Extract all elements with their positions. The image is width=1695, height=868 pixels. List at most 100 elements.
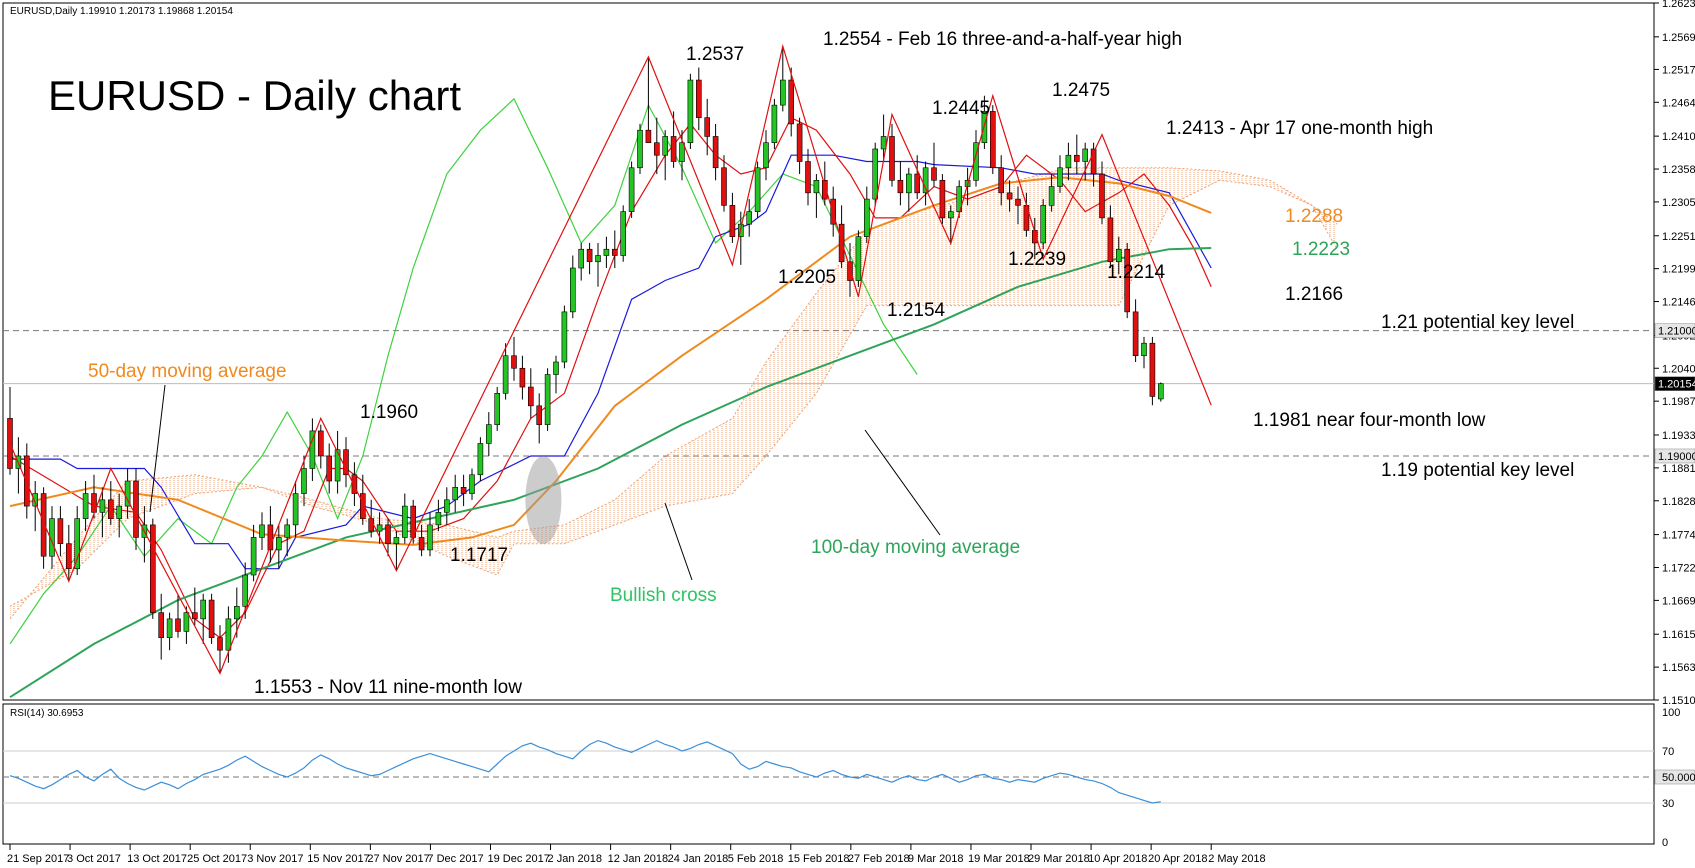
candle-body bbox=[1132, 311, 1139, 357]
candle-body bbox=[74, 518, 80, 570]
candle-body bbox=[192, 612, 198, 620]
chart-title: EURUSD - Daily chart bbox=[48, 72, 461, 119]
price-tick-label: 1.25170 bbox=[1662, 64, 1695, 76]
annotation-1-2413: 1.2413 - Apr 17 one-month high bbox=[1166, 118, 1433, 139]
rsi-level-tag bbox=[1654, 769, 1695, 785]
candle-body bbox=[259, 524, 265, 538]
annotation-1-2239: 1.2239 bbox=[1008, 249, 1066, 270]
candle-body bbox=[1015, 198, 1021, 206]
candle-body bbox=[704, 117, 711, 137]
date-tick-label: 3 Oct 2017 bbox=[67, 853, 121, 865]
annotation-ma50-label: 50-day moving average bbox=[88, 361, 287, 382]
rsi-tick-label: 100 bbox=[1662, 707, 1680, 719]
candle-body bbox=[847, 261, 853, 281]
candle-body bbox=[603, 248, 610, 256]
candle-body bbox=[611, 248, 618, 256]
rsi-panel-frame bbox=[2, 703, 1655, 845]
candle-body bbox=[359, 493, 366, 519]
price-tick-label: 1.23055 bbox=[1662, 197, 1695, 209]
annotation-1-2166: 1.2166 bbox=[1285, 284, 1343, 305]
candle-body bbox=[57, 518, 64, 544]
date-tick-label: 19 Dec 2017 bbox=[487, 853, 549, 865]
price-tick-label: 1.24105 bbox=[1662, 131, 1695, 143]
candle-body bbox=[989, 111, 996, 169]
annotation-1-1981: 1.1981 near four-month low bbox=[1253, 410, 1486, 431]
ma100-line bbox=[9, 247, 1212, 699]
candle-body bbox=[813, 180, 820, 194]
candle-body bbox=[150, 524, 156, 613]
candle-body bbox=[326, 455, 333, 482]
candle-body bbox=[234, 606, 240, 620]
swing-zigzag-line bbox=[9, 43, 1212, 675]
rsi-tick-label: 30 bbox=[1662, 798, 1674, 810]
candle-body bbox=[166, 618, 173, 638]
candle-body bbox=[922, 167, 929, 194]
candle-body bbox=[32, 493, 39, 507]
candle-body bbox=[158, 612, 164, 638]
price-tick-label: 1.19875 bbox=[1662, 396, 1695, 408]
annotation-1-2214: 1.2214 bbox=[1107, 262, 1166, 283]
date-tick-label: 19 Mar 2018 bbox=[968, 853, 1030, 865]
date-tick-label: 2 May 2018 bbox=[1208, 853, 1265, 865]
candle-body bbox=[939, 180, 946, 219]
candle-body bbox=[301, 468, 307, 494]
annotation-ma100-label: 100-day moving average bbox=[811, 537, 1020, 558]
candle-body bbox=[796, 123, 803, 162]
annotation-1-2554: 1.2554 - Feb 16 three-and-a-half-year hi… bbox=[823, 29, 1182, 50]
annotation-1-2475: 1.2475 bbox=[1052, 80, 1110, 101]
candle-body bbox=[1158, 383, 1164, 400]
candle-body bbox=[1124, 248, 1130, 313]
candle-body bbox=[578, 248, 585, 269]
date-axis: 21 Sep 20173 Oct 2017 13 Oct 2017 25 Oct 2… bbox=[7, 844, 1266, 865]
candle-body bbox=[1107, 217, 1114, 263]
candle-body bbox=[914, 173, 921, 194]
candle-body bbox=[721, 167, 727, 206]
candle-body bbox=[225, 618, 232, 651]
annotation-ma100-value: 1.2223 bbox=[1292, 239, 1350, 260]
candle-body bbox=[1090, 148, 1097, 175]
date-tick-label: 9 Mar 2018 bbox=[908, 853, 964, 865]
candle-body bbox=[66, 543, 72, 570]
price-tick-label: 1.18285 bbox=[1662, 496, 1695, 508]
candle-body bbox=[343, 449, 349, 476]
price-level-tag-label: 1.20154 bbox=[1658, 379, 1695, 391]
candle-body bbox=[855, 236, 862, 281]
date-tick-label: 21 Sep 2017 bbox=[7, 853, 69, 865]
candle-body bbox=[469, 474, 475, 494]
candle-body bbox=[544, 374, 551, 425]
ma50-pointer-line bbox=[149, 384, 166, 513]
candle-body bbox=[771, 104, 778, 144]
candle-body bbox=[351, 474, 358, 494]
annotation-bullish-cross: Bullish cross bbox=[610, 585, 717, 606]
date-tick-label: 24 Jan 2018 bbox=[668, 853, 729, 865]
rsi-line bbox=[9, 739, 1161, 804]
candle-body bbox=[687, 79, 694, 144]
date-tick-label: 20 Apr 2018 bbox=[1148, 853, 1207, 865]
candle-body bbox=[628, 167, 635, 212]
candle-body bbox=[746, 211, 753, 225]
candle-body bbox=[124, 480, 131, 507]
price-tick-label: 1.22515 bbox=[1662, 231, 1695, 243]
date-tick-label: 15 Nov 2017 bbox=[307, 853, 369, 865]
candle-body bbox=[175, 618, 181, 632]
candle-body bbox=[645, 129, 652, 144]
annotation-1-1960: 1.1960 bbox=[360, 402, 418, 423]
ma100-pointer-line bbox=[864, 429, 941, 536]
candle-body bbox=[452, 486, 459, 501]
rsi-tick-label: 0 bbox=[1662, 837, 1668, 849]
candle-body bbox=[494, 393, 501, 425]
candle-body bbox=[897, 180, 904, 194]
candle-body bbox=[1082, 148, 1088, 162]
price-tick-label: 1.16155 bbox=[1662, 629, 1695, 641]
candle-body bbox=[23, 455, 30, 507]
cloud-span-a bbox=[9, 167, 1338, 620]
candle-body bbox=[712, 136, 719, 169]
candle-body bbox=[183, 612, 190, 632]
candle-body bbox=[586, 248, 593, 263]
candle-body bbox=[334, 449, 341, 482]
candle-body bbox=[863, 198, 870, 237]
candle-body bbox=[242, 574, 248, 607]
candle-body bbox=[1048, 186, 1055, 206]
candle-body bbox=[82, 493, 89, 519]
